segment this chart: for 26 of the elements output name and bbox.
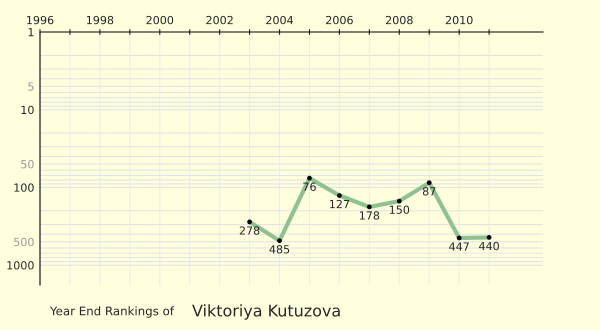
x-tick-label: 2000 [146, 16, 174, 24]
y-tick-label: 1 [28, 28, 34, 36]
x-tick-label: 2004 [266, 16, 294, 24]
y-tick-label: 10 [22, 106, 34, 114]
data-label: 87 [422, 187, 436, 196]
y-tick-label: 1000 [7, 261, 34, 270]
x-tick-label: 1996 [27, 16, 54, 24]
y-tick-label: 500 [14, 238, 34, 246]
data-label: 178 [360, 211, 380, 220]
x-tick-label: 2008 [386, 16, 413, 24]
data-label: 278 [240, 226, 260, 235]
data-label: 76 [303, 182, 316, 191]
y-tick-label: 100 [14, 183, 34, 192]
data-label: 485 [269, 245, 290, 254]
data-label: 447 [449, 242, 469, 251]
y-tick-label: 5 [28, 82, 34, 91]
x-tick-label: 1998 [86, 16, 114, 24]
text: Viktoriya Kutuzova [192, 304, 340, 320]
x-tick-label: 2006 [326, 16, 353, 24]
data-label: 127 [330, 200, 350, 208]
y-tick-label: 50 [21, 160, 34, 168]
data-label: 440 [479, 242, 499, 250]
data-label: 150 [390, 205, 410, 214]
x-tick-label: 2002 [206, 16, 233, 24]
x-tick-label: 2010 [446, 16, 473, 24]
text: Year End Rankings of [50, 306, 174, 318]
